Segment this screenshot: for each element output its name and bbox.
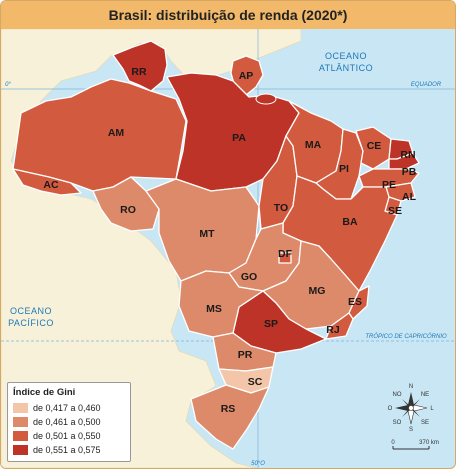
label-df: DF — [278, 248, 293, 260]
label-sc: SC — [248, 376, 263, 388]
legend-swatch-3 — [13, 431, 28, 441]
equator-degree: 0° — [5, 82, 11, 88]
state-rj[interactable] — [325, 312, 354, 340]
map-title: Brasil: distribuição de renda (2020*) — [108, 7, 348, 23]
label-pr: PR — [238, 349, 253, 361]
label-al: AL — [402, 191, 417, 203]
state-ms[interactable] — [178, 270, 264, 338]
pacific-label-1: OCEANO — [10, 306, 52, 316]
state-es[interactable] — [348, 285, 370, 320]
label-ac: AC — [43, 179, 59, 191]
brazil-map: RR AP AM PA MA CE RN PB PI PE AL SE AC R… — [1, 29, 455, 468]
compass-se: SE — [421, 420, 429, 426]
scale-start: 0 — [391, 440, 395, 446]
label-rn: RN — [400, 149, 415, 161]
pacific-label-2: PACÍFICO — [8, 318, 54, 328]
label-ms: MS — [206, 303, 222, 315]
state-rr[interactable] — [112, 40, 168, 92]
atlantic-label-2: ATLÂNTICO — [319, 63, 373, 73]
label-ba: BA — [342, 216, 358, 228]
legend-label-2: de 0,461 a 0,500 — [33, 417, 101, 427]
state-df[interactable] — [278, 252, 292, 264]
legend-label-4: de 0,551 a 0,575 — [33, 445, 101, 455]
scale-end: 370 km — [419, 440, 439, 446]
label-go: GO — [241, 271, 257, 283]
label-pb: PB — [402, 166, 417, 178]
legend-label-3: de 0,501 a 0,550 — [33, 431, 101, 441]
title-bar: Brasil: distribuição de renda (2020*) — [1, 1, 455, 29]
legend-item-2: de 0,461 a 0,500 — [13, 415, 125, 429]
state-ap[interactable] — [230, 55, 264, 96]
compass-n: N — [409, 384, 413, 390]
legend-item-3: de 0,501 a 0,550 — [13, 429, 125, 443]
state-rs[interactable] — [190, 384, 270, 450]
label-ro: RO — [120, 204, 136, 216]
state-mg[interactable] — [262, 240, 360, 330]
legend-label-1: de 0,417 a 0,460 — [33, 403, 101, 413]
state-ce[interactable] — [355, 126, 392, 170]
label-pa: PA — [232, 132, 246, 144]
label-sp: SP — [264, 318, 278, 330]
state-ac[interactable] — [12, 168, 82, 196]
label-rs: RS — [221, 403, 236, 415]
label-ma: MA — [305, 139, 322, 151]
compass-s: S — [409, 427, 413, 433]
state-ro[interactable] — [92, 176, 160, 232]
label-es: ES — [348, 296, 362, 308]
compass-so: SO — [393, 420, 402, 426]
atlantic-label-1: OCEANO — [325, 51, 367, 61]
compass-ne: NE — [421, 392, 429, 398]
label-pi: PI — [339, 163, 349, 175]
legend-swatch-4 — [13, 445, 28, 455]
legend-swatch-2 — [13, 417, 28, 427]
meridian-label: 50°O — [251, 461, 265, 467]
compass-no: NO — [393, 392, 402, 398]
label-to: TO — [274, 202, 288, 214]
label-mg: MG — [309, 285, 326, 297]
legend: Índice de Gini de 0,417 a 0,460 de 0,461… — [7, 382, 131, 462]
label-rr: RR — [131, 66, 147, 78]
compass-l: L — [430, 406, 434, 412]
label-am: AM — [108, 127, 125, 139]
compass-icon — [395, 392, 428, 425]
legend-title: Índice de Gini — [13, 387, 76, 398]
equator-label: EQUADOR — [411, 82, 442, 88]
label-rj: RJ — [326, 324, 340, 336]
legend-swatch-1 — [13, 403, 28, 413]
legend-item-1: de 0,417 a 0,460 — [13, 401, 125, 415]
marajo-island — [255, 93, 277, 105]
legend-item-4: de 0,551 a 0,575 — [13, 443, 125, 457]
label-pe: PE — [382, 179, 396, 191]
label-ap: AP — [239, 70, 254, 82]
label-ce: CE — [367, 140, 382, 152]
capricorn-label: TRÓPICO DE CAPRICÓRNIO — [365, 333, 447, 340]
label-mt: MT — [199, 228, 215, 240]
label-se: SE — [388, 205, 402, 217]
compass-o: O — [388, 406, 393, 412]
